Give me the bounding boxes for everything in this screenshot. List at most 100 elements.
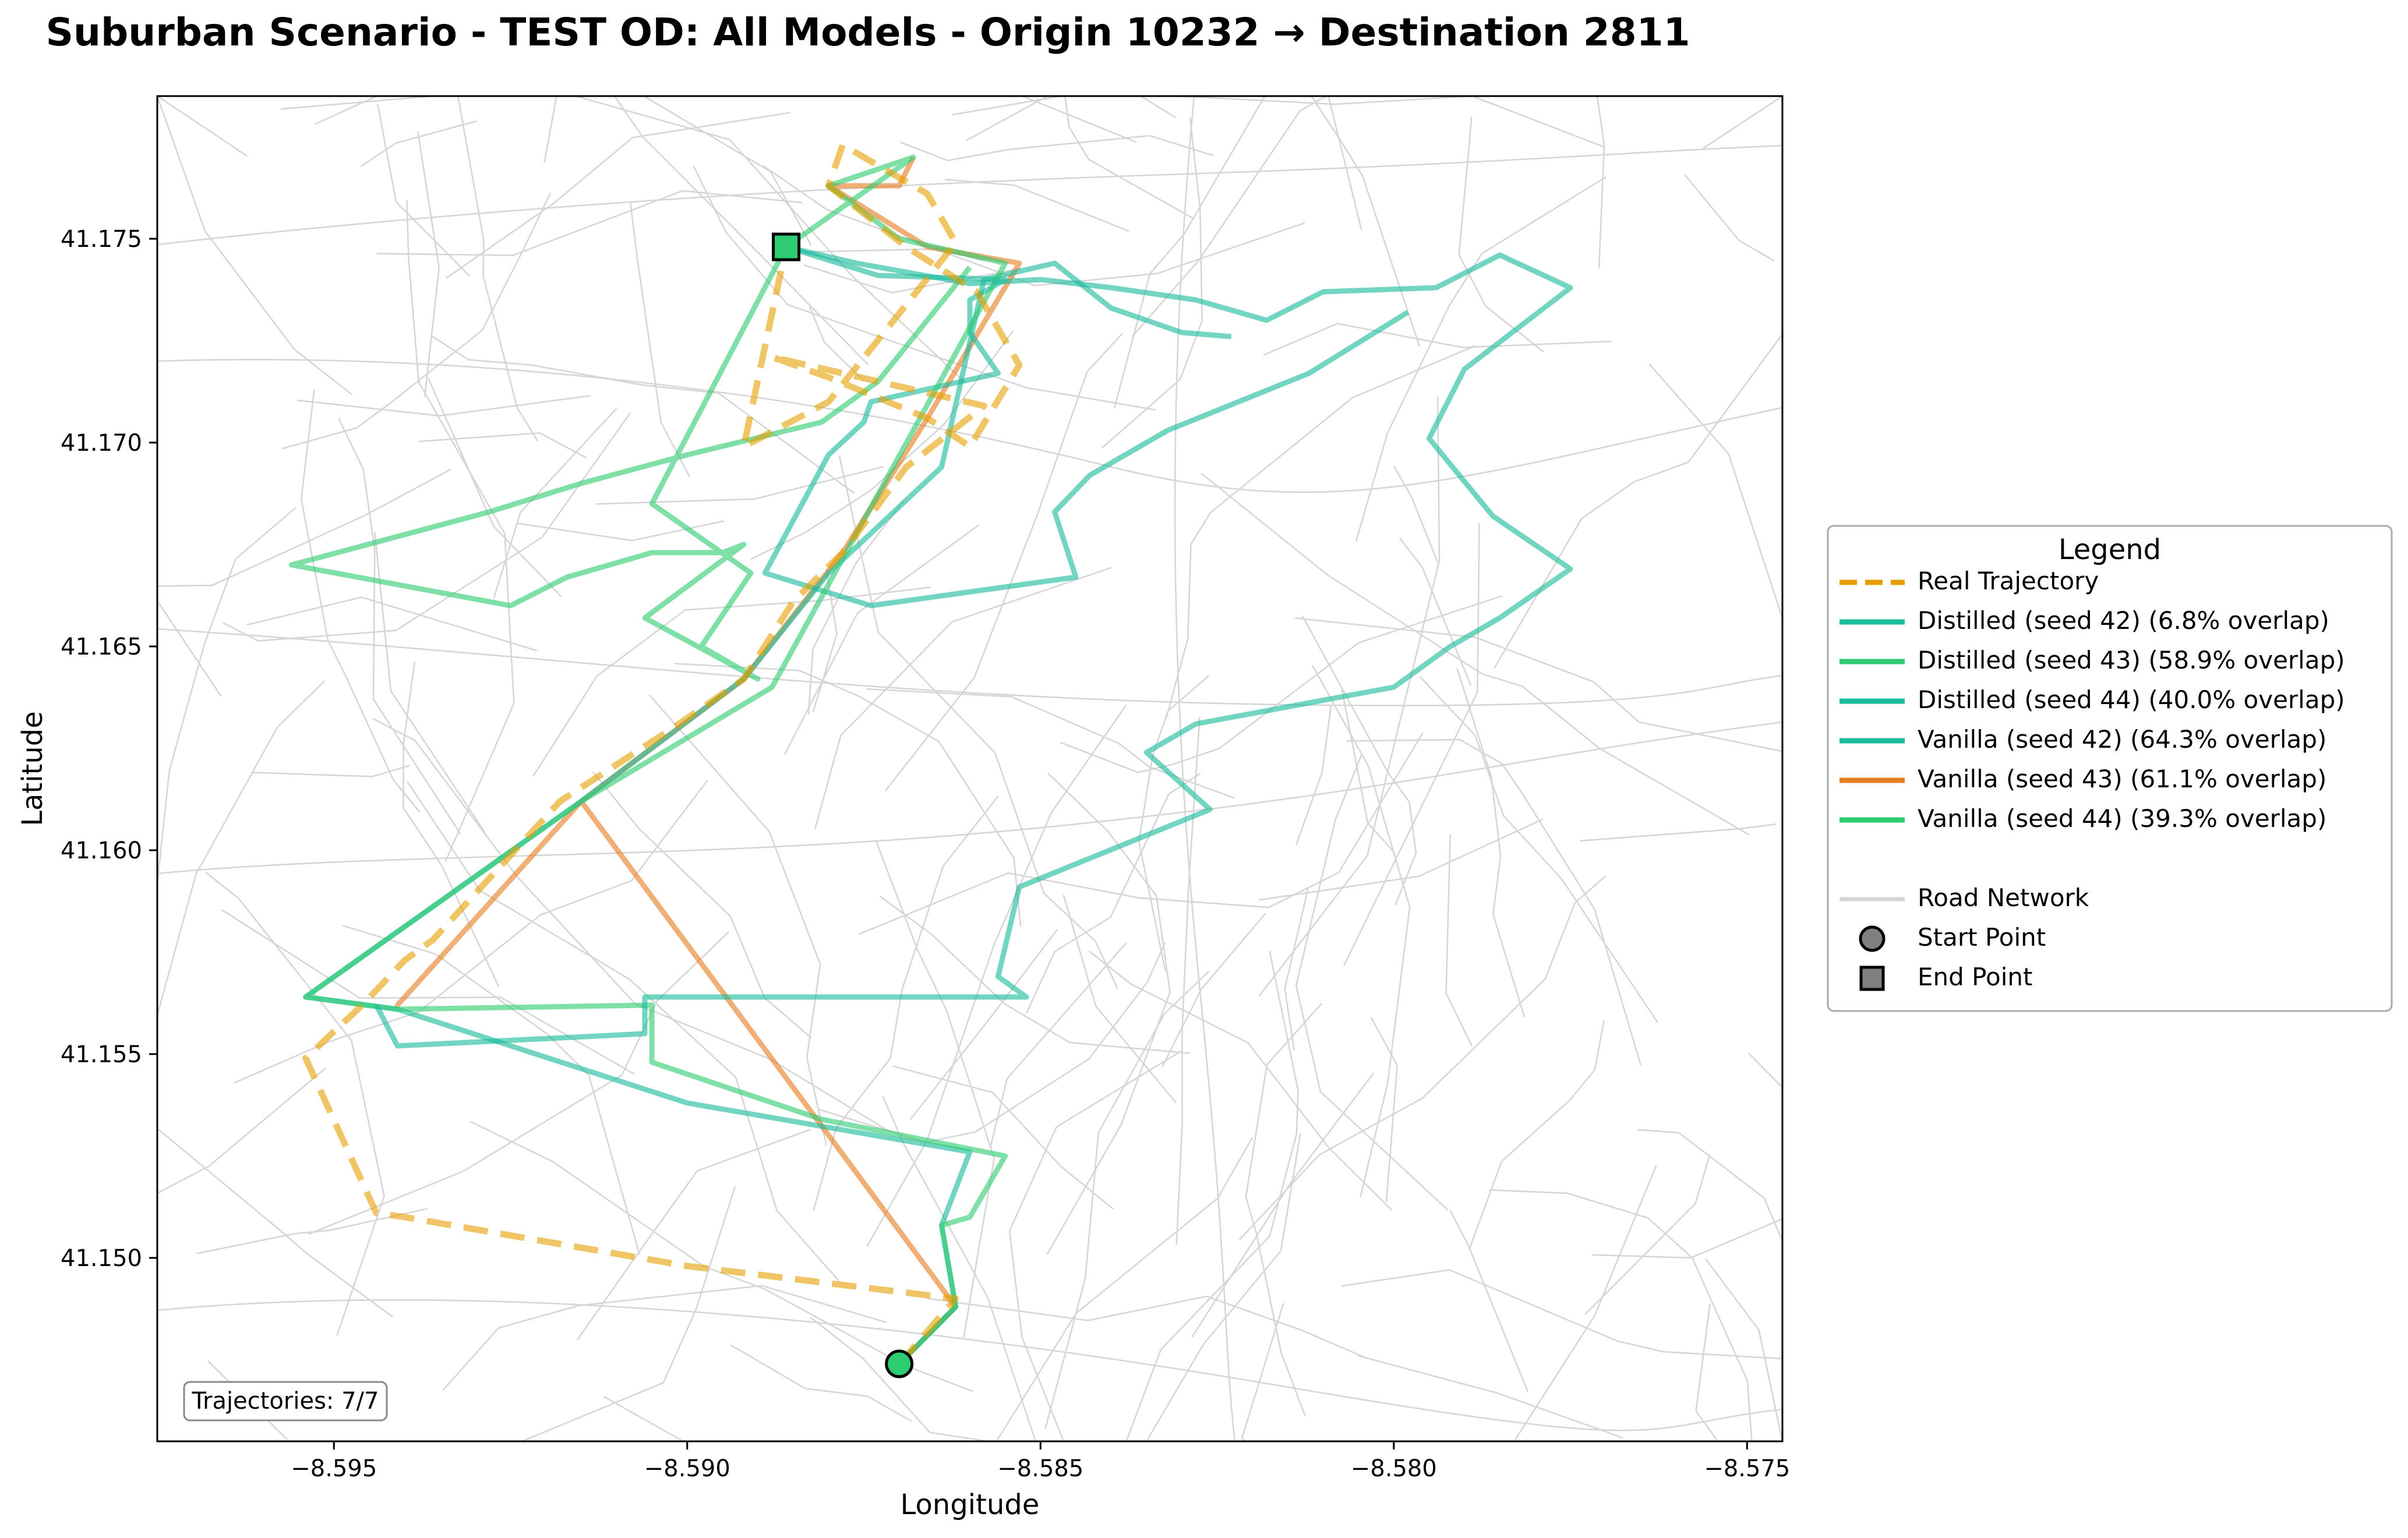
road-segment (1239, 875, 1606, 1240)
road-segment (377, 104, 470, 277)
road-segment (1584, 1154, 1711, 1315)
road-segment (156, 628, 1784, 706)
road-segment (1312, 665, 1411, 1197)
road-segment (885, 333, 1124, 791)
road-segment (1295, 706, 1332, 846)
series-line-0 (302, 142, 1023, 1366)
road-segment (1703, 95, 1784, 149)
x-tick-label: −8.575 (1704, 1455, 1790, 1482)
road-segment (156, 144, 1784, 246)
road-segment (196, 1208, 428, 1254)
road-segment (156, 1127, 393, 1318)
legend-title: Legend (2059, 533, 2161, 566)
x-tick-label: −8.595 (291, 1455, 377, 1482)
road-segment (1346, 738, 1641, 1066)
x-tick-label: −8.590 (644, 1455, 730, 1482)
road-segment (376, 190, 803, 256)
road-segment (990, 942, 1127, 1148)
road-segment (1263, 323, 1612, 356)
road-segment (1259, 818, 1543, 901)
series-line-3 (762, 244, 1410, 609)
chart-title: Suburban Scenario - TEST OD: All Models … (45, 10, 1690, 55)
road-segment (1008, 1051, 1182, 1442)
road-segment (493, 408, 617, 599)
road-segment (880, 896, 1191, 1054)
road-segment (814, 567, 1112, 829)
road-segment (374, 532, 486, 833)
road-segment (730, 1344, 912, 1422)
road-segment (156, 95, 352, 395)
road-segment (1393, 465, 1439, 563)
y-tick-label: 41.175 (61, 226, 142, 253)
road-network (156, 95, 1784, 1442)
series-line-1 (374, 244, 1573, 1049)
road-segment (892, 1065, 1114, 1210)
road-segment (156, 721, 1784, 875)
road-segment (419, 432, 587, 459)
road-segment (1456, 668, 1525, 1017)
road-segment (592, 771, 812, 1038)
road-segment (428, 378, 562, 597)
legend-swatch-end (1859, 966, 1885, 991)
road-segment (1145, 1133, 1301, 1442)
road-segment (1685, 175, 1775, 261)
legend-label-end: End Point (1918, 963, 2032, 991)
road-segment (343, 925, 641, 1255)
road-segment (858, 733, 1424, 935)
road-segment (1449, 1210, 1529, 1392)
road-segment (1358, 1355, 1623, 1438)
road-segment (446, 112, 791, 279)
legend-label-5: Vanilla (seed 43) (61.1% overlap) (1918, 765, 2326, 793)
road-segment (281, 192, 552, 450)
road-segment (373, 718, 890, 1132)
road-segment (252, 765, 411, 777)
road-segment (630, 202, 690, 478)
road-segment (1166, 345, 1476, 719)
trajectory-markers (772, 232, 914, 1378)
legend-label-3: Distilled (seed 44) (40.0% overlap) (1918, 685, 2345, 714)
road-segment (750, 330, 1014, 560)
road-segment (156, 507, 296, 885)
y-tick-label: 41.170 (61, 430, 142, 457)
x-tick-label: −8.585 (997, 1455, 1083, 1482)
road-segment (1241, 1303, 1284, 1442)
road-segment (234, 780, 708, 1084)
road-segment (246, 596, 538, 652)
legend-label-road: Road Network (1918, 883, 2089, 912)
y-axis: 41.150 41.155 41.160 41.165 41.170 41.175 (61, 226, 157, 1272)
road-segment (1245, 1003, 1322, 1417)
road-segment (1175, 716, 1201, 1245)
legend-label-2: Distilled (seed 43) (58.9% overlap) (1918, 646, 2345, 674)
road-segment (1101, 118, 1203, 449)
road-segment (910, 929, 1058, 1120)
road-segment (649, 694, 827, 1146)
road-segment (156, 1299, 1784, 1431)
road-segment (516, 520, 725, 542)
road-segment (1062, 894, 1177, 1104)
y-tick-label: 41.160 (61, 837, 142, 864)
road-segment (1513, 1165, 1657, 1442)
road-segment (900, 135, 1214, 161)
road-segment (1705, 1258, 1784, 1442)
road-segment (443, 1285, 887, 1391)
legend-label-6: Vanilla (seed 44) (39.3% overlap) (1918, 804, 2326, 833)
road-segment (308, 931, 729, 1235)
road-segment (875, 841, 995, 1338)
trajectory-count-text: Trajectories: 7/7 (192, 1388, 379, 1415)
y-axis-label: Latitude (16, 711, 49, 826)
road-segment (407, 782, 839, 1282)
legend-frame (1827, 525, 2393, 1012)
road-segment (1060, 595, 1503, 773)
road-segment (808, 306, 864, 381)
plot-area (156, 95, 1784, 1442)
road-segment (577, 1129, 811, 1341)
road-segment (1596, 95, 1605, 269)
road-segment (693, 165, 1156, 411)
road-segment (532, 586, 931, 777)
legend-label-1: Distilled (seed 42) (6.8% overlap) (1918, 606, 2329, 635)
road-segment (205, 872, 385, 1336)
road-segment (156, 359, 1784, 493)
road-segment (1302, 616, 1417, 906)
road-segment (1445, 834, 1473, 1047)
